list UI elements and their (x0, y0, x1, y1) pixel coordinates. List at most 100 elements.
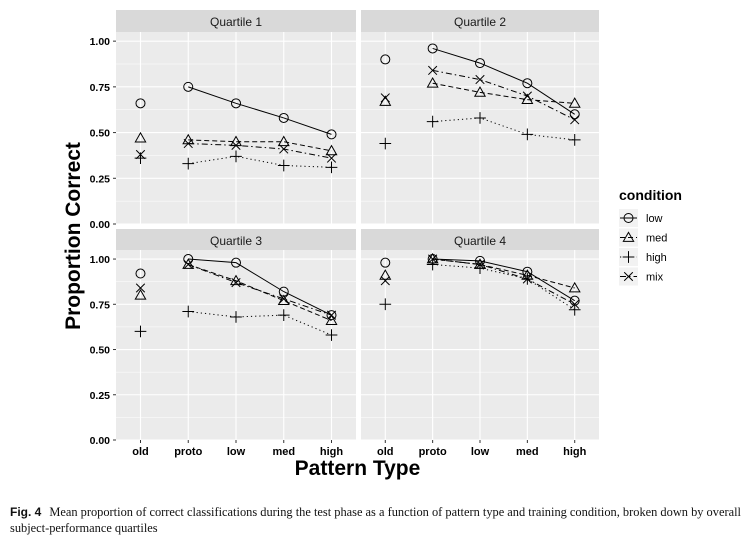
y-tick-label: 0.50 (90, 128, 111, 140)
data-point-med (426, 77, 439, 88)
series-line-high (432, 263, 575, 311)
x-tick-label: med (516, 446, 539, 458)
y-tick-label: 0.75 (90, 82, 111, 94)
figure-caption: Fig. 4 Mean proportion of correct classif… (10, 504, 742, 536)
panel-strip (116, 10, 356, 32)
data-point-med (379, 269, 392, 280)
legend-label: mix (646, 272, 664, 284)
legend-key-marker-high (622, 251, 635, 263)
data-point-low (522, 78, 533, 89)
series-line-low (188, 258, 332, 316)
panel-title: Quartile 2 (454, 15, 506, 29)
series-line-low (432, 258, 575, 302)
y-tick-label: 1.00 (90, 254, 111, 266)
data-point-med (134, 131, 147, 143)
data-point-mix (428, 254, 438, 264)
series-line-med (432, 82, 575, 104)
data-point-med (277, 135, 290, 147)
data-point-mix (183, 259, 193, 270)
data-point-mix (183, 138, 193, 149)
legend-key-marker-med (622, 231, 635, 242)
data-point-mix (570, 115, 580, 125)
data-point-mix (326, 153, 337, 163)
panel-title: Quartile 4 (454, 234, 506, 248)
x-tick-label: low (227, 446, 246, 458)
data-point-med (182, 258, 195, 269)
data-point-mix (380, 276, 390, 286)
series-line-high (188, 311, 332, 336)
y-tick-label: 0.50 (90, 345, 111, 357)
data-point-high (325, 329, 338, 341)
data-point-low (183, 81, 194, 92)
series-line-mix (432, 69, 575, 121)
series-line-high (432, 117, 575, 141)
y-tick-label: 0.25 (90, 173, 111, 185)
x-tick-label: med (272, 446, 295, 458)
data-point-low (278, 112, 289, 123)
data-point-mix (570, 299, 580, 309)
data-point-med (134, 289, 147, 300)
data-point-mix (428, 65, 438, 76)
data-point-med (473, 86, 487, 97)
data-point-mix (135, 283, 146, 293)
data-point-low (326, 129, 337, 140)
panel-strip (116, 229, 356, 250)
data-point-low (427, 43, 438, 54)
data-point-high (379, 137, 392, 150)
legend-key-marker-low (623, 213, 634, 223)
data-point-mix (279, 294, 289, 304)
data-point-mix (231, 140, 241, 150)
data-point-high (379, 298, 392, 311)
caption-label: Fig. 4 (10, 505, 42, 519)
data-point-low (135, 98, 146, 109)
panel-strip (361, 229, 599, 250)
faceted-line-chart: Quartile 1 0.00 0.25 0.50 0.75 1.00 Quartile 2… (62, 10, 682, 480)
legend-key-marker-mix (623, 271, 634, 282)
data-point-low (135, 268, 146, 279)
series-line-med (188, 264, 332, 322)
y-tick-label: 0.25 (90, 390, 111, 402)
data-point-mix (475, 259, 485, 270)
data-point-high (230, 150, 242, 163)
legend-label: high (646, 252, 667, 264)
data-point-low (475, 58, 485, 69)
data-point-high (277, 159, 290, 172)
data-point-mix (475, 74, 485, 85)
x-tick-label: low (471, 446, 490, 458)
data-point-high (426, 258, 439, 271)
data-point-high (521, 128, 534, 141)
series-line-low (188, 86, 332, 135)
series-line-med (432, 258, 575, 289)
panel-title: Quartile 1 (210, 15, 262, 29)
x-tick-label: old (132, 446, 149, 458)
y-tick-label: 0.00 (90, 435, 111, 447)
data-point-high (277, 309, 290, 321)
data-point-high (182, 157, 195, 170)
y-axis-title: Proportion Correct (62, 142, 85, 330)
y-tick-label: 1.00 (90, 36, 111, 48)
data-point-low (569, 109, 580, 120)
caption-text: Mean proportion of correct classificatio… (10, 505, 741, 535)
data-point-high (568, 303, 581, 316)
data-point-mix (522, 91, 532, 101)
data-point-mix (380, 93, 390, 103)
data-point-low (380, 54, 391, 65)
data-point-high (426, 115, 439, 128)
data-point-mix (522, 274, 532, 284)
data-point-high (474, 112, 486, 124)
data-point-low (231, 98, 241, 109)
data-point-low (231, 257, 241, 268)
series-line-mix (188, 264, 332, 316)
x-tick-label: proto (419, 446, 447, 458)
panel-strip (361, 10, 599, 32)
legend-title: condition (619, 187, 682, 203)
legend-label: low (646, 213, 663, 225)
data-point-med (568, 281, 581, 293)
x-axis-title: Pattern Type (295, 457, 421, 480)
data-point-med (568, 97, 581, 108)
x-tick-label: proto (174, 446, 202, 458)
y-tick-label: 0.75 (90, 299, 111, 311)
data-point-mix (135, 149, 146, 160)
data-point-mix (231, 277, 241, 288)
data-point-mix (279, 144, 289, 154)
